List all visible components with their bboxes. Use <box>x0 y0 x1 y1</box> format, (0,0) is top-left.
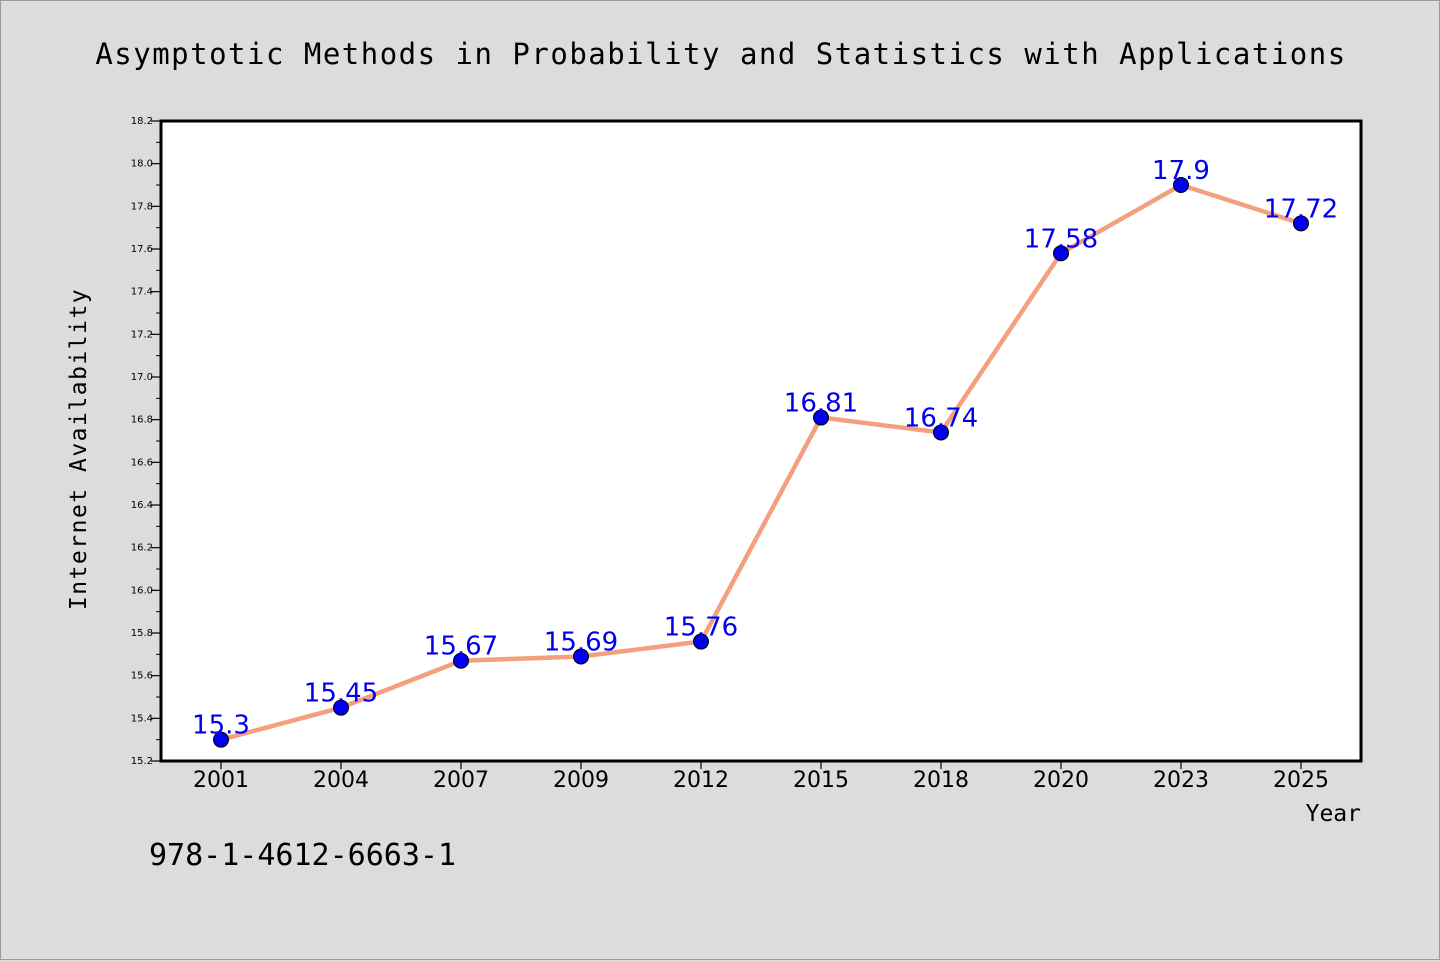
y-tick-label: 15.8 <box>131 628 153 639</box>
data-label: 17.72 <box>1264 194 1338 224</box>
y-tick-label: 17.8 <box>131 201 153 212</box>
data-label: 16.74 <box>904 403 978 433</box>
y-axis: 15.2 15.4 15.6 15.8 16.0 16.2 16.4 16.6 16.8 17.0… <box>131 116 161 767</box>
y-tick-label: 15.4 <box>131 713 153 724</box>
y-tick-label: 17.4 <box>131 287 153 298</box>
data-label: 15.45 <box>304 679 378 709</box>
y-tick-label: 16.8 <box>131 415 153 426</box>
y-tick-label: 18.0 <box>131 159 153 170</box>
y-axis-label: Internet Availability <box>66 288 92 610</box>
data-label: 15.76 <box>664 613 738 643</box>
plot-area <box>159 119 1363 763</box>
y-tick-label: 15.6 <box>131 671 153 682</box>
y-tick-label: 15.2 <box>131 756 153 767</box>
data-label: 15.67 <box>424 632 498 662</box>
data-point <box>1293 215 1309 232</box>
data-label: 16.81 <box>784 389 858 419</box>
data-point <box>933 424 949 441</box>
y-tick-label: 16.4 <box>131 500 153 511</box>
x-tick-label: 2007 <box>433 768 489 793</box>
data-point <box>1173 177 1189 193</box>
x-tick-label: 2004 <box>313 768 369 793</box>
x-tick-label: 2025 <box>1273 768 1329 793</box>
data-point <box>813 409 829 426</box>
x-tick-label: 2018 <box>913 768 969 793</box>
data-point <box>1053 245 1069 262</box>
x-tick-label: 2015 <box>793 768 849 793</box>
y-tick-label: 16.0 <box>131 585 153 596</box>
series-line <box>220 182 1302 742</box>
x-tick-label: 2020 <box>1033 768 1089 793</box>
x-tick-label: 2009 <box>553 768 609 793</box>
data-label: 17.58 <box>1024 224 1098 254</box>
x-tick-label: 2012 <box>673 768 729 793</box>
isbn-text: 978-1-4612-6663-1 <box>149 838 456 873</box>
y-tick-label: 17.0 <box>131 372 153 383</box>
data-point <box>693 633 709 650</box>
data-label: 17.9 <box>1152 156 1210 186</box>
y-tick-label: 17.6 <box>131 244 153 255</box>
y-tick-label: 16.2 <box>131 543 153 554</box>
y-tick-label: 17.2 <box>131 329 153 340</box>
data-label: 15.69 <box>544 627 618 657</box>
data-point <box>213 731 229 748</box>
y-tick-label: 16.6 <box>131 457 153 468</box>
y-tick-label: 18.2 <box>131 116 153 127</box>
chart-title: Asymptotic Methods in Probability and St… <box>95 37 1346 71</box>
x-axis: 2001 2004 2007 2009 2012 2015 2018 2020 2023 2025 <box>193 761 1329 793</box>
data-point <box>333 699 349 716</box>
x-tick-label: 2001 <box>193 768 249 793</box>
data-label: 15.3 <box>192 711 250 741</box>
x-axis-label: Year <box>1306 801 1361 827</box>
data-point <box>573 648 589 665</box>
x-tick-label: 2023 <box>1153 768 1209 793</box>
series-layer: 15.3 15.45 15.67 15.69 15.76 16.81 16.74 17.58 1… <box>192 156 1338 748</box>
data-point <box>453 652 469 669</box>
